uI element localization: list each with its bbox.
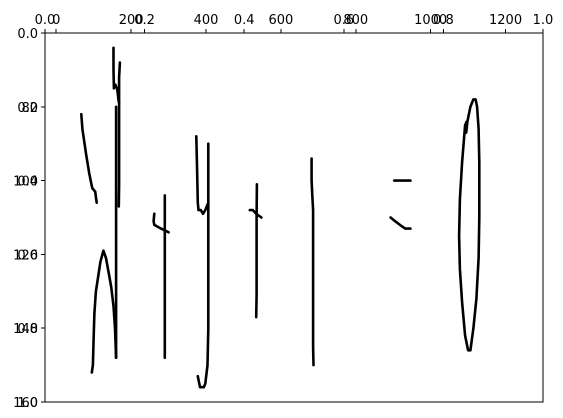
outer-x-tick-label: 0.4 — [234, 13, 255, 28]
inner-y-tick-label: 120 — [13, 248, 38, 263]
outer-y-tick-label: 0.6 — [17, 248, 38, 263]
outer-x-tick-label: 0.6 — [333, 13, 354, 28]
handwriting-stroke-12 — [310, 157, 315, 367]
outer-x-tick-label: 0.8 — [433, 13, 454, 28]
plot-border — [44, 32, 544, 403]
outer-x-tick-label: 1.0 — [533, 13, 554, 28]
inner-axis-ticks: 0 200 400 600 800 1000 1200 80 100 120 140 160 — [13, 13, 522, 411]
inner-x-tick-label: 400 — [194, 13, 219, 28]
inner-x-tick-label: 800 — [343, 13, 368, 28]
inner-x-tick-label: 1200 — [489, 13, 522, 28]
inner-x-tick-label: 200 — [119, 13, 144, 28]
axes-frame — [44, 32, 544, 403]
handwriting-stroke-15 — [457, 98, 481, 352]
inner-y-tick-label: 100 — [13, 175, 38, 190]
handwriting-stroke-11 — [248, 208, 263, 219]
inner-x-tick-label: 600 — [268, 13, 293, 28]
outer-x-tick-label: 0.0 — [35, 13, 56, 28]
inner-y-tick-label: 80 — [21, 101, 38, 116]
outer-y-tick-label: 0.4 — [17, 175, 38, 190]
handwriting-stroke-3 — [80, 112, 98, 204]
outer-y-tick-label: 0.0 — [17, 27, 38, 42]
handwriting-stroke-14 — [389, 216, 412, 230]
handwriting-stroke-7 — [152, 212, 170, 234]
outer-axis-ticks: 0.0 0.2 0.4 0.6 0.8 1.0 0.0 0.2 0.4 0.6 0.8 1.0 — [17, 13, 553, 411]
outer-y-tick-label: 0.8 — [17, 322, 38, 337]
inner-x-tick-label: 0 — [52, 13, 60, 28]
inner-y-tick-label: 140 — [13, 322, 38, 337]
inner-x-tick-label: 1000 — [414, 13, 447, 28]
handwriting-stroke-9 — [196, 142, 210, 389]
outer-x-tick-label: 0.2 — [134, 13, 155, 28]
outer-y-tick-label: 1.0 — [17, 396, 38, 411]
handwriting-stroke-10 — [254, 183, 259, 319]
handwriting-strokes — [80, 46, 481, 389]
outer-y-tick-label: 0.2 — [17, 101, 38, 116]
inner-y-tick-label: 160 — [13, 396, 38, 411]
handwriting-stroke-1 — [90, 249, 118, 374]
handwriting-stroke-8 — [195, 135, 210, 216]
handwriting-stroke-5 — [117, 61, 122, 208]
